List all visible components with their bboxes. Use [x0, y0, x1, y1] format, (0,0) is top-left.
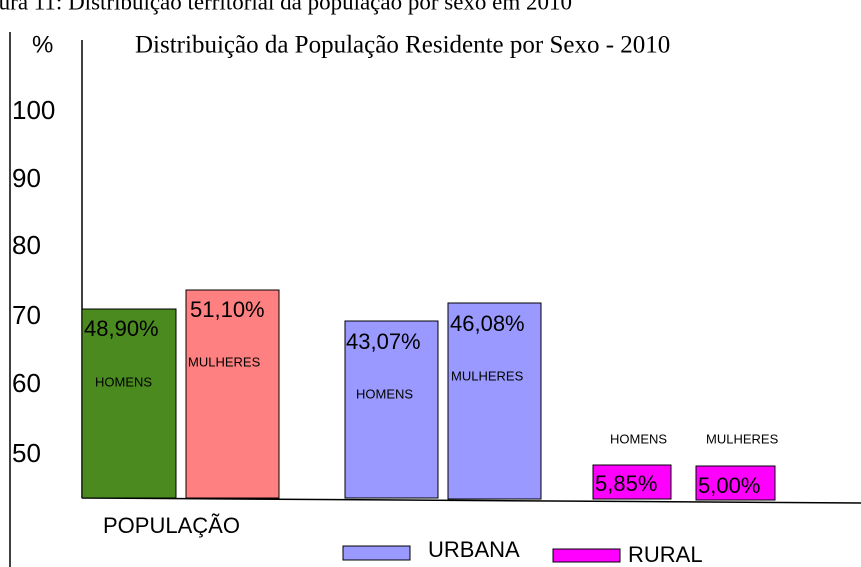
bar	[447, 302, 542, 500]
chart-title: Distribuição da População Residente por …	[135, 32, 670, 59]
axis-label: 60	[12, 368, 41, 398]
value-label: 5,85%	[595, 471, 657, 496]
legend-swatch	[552, 548, 621, 563]
value-label: 46,08%	[450, 311, 525, 336]
value-label: 5,00%	[698, 473, 760, 498]
sex-label: HOMENS	[356, 386, 413, 401]
axis-label: 100	[12, 95, 55, 125]
value-label: 43,07%	[346, 329, 421, 354]
caption: Figura 11: Distribuição territorial da p…	[0, 0, 572, 14]
axis-label: 50	[12, 438, 41, 468]
axis-label: 70	[12, 300, 41, 330]
axis-label: 80	[12, 230, 41, 260]
bar	[592, 464, 672, 500]
bar	[81, 308, 177, 499]
group-label: POPULAÇÃO	[103, 513, 240, 538]
bar	[185, 289, 280, 499]
sex-label: MULHERES	[706, 431, 779, 446]
legend-swatch	[342, 545, 411, 561]
bar	[695, 465, 776, 501]
axis-unit: %	[32, 31, 53, 58]
value-label: 48,90%	[84, 316, 159, 341]
baseline	[81, 497, 861, 504]
sex-label: MULHERES	[188, 354, 261, 369]
legend-label: RURAL	[628, 542, 703, 567]
sex-label: HOMENS	[95, 374, 152, 389]
sex-label: HOMENS	[610, 431, 667, 446]
sex-label: MULHERES	[451, 368, 524, 383]
bar	[344, 320, 439, 499]
legend-label: URBANA	[428, 537, 520, 562]
axis-label: 90	[12, 163, 41, 193]
value-label: 51,10%	[190, 297, 265, 322]
